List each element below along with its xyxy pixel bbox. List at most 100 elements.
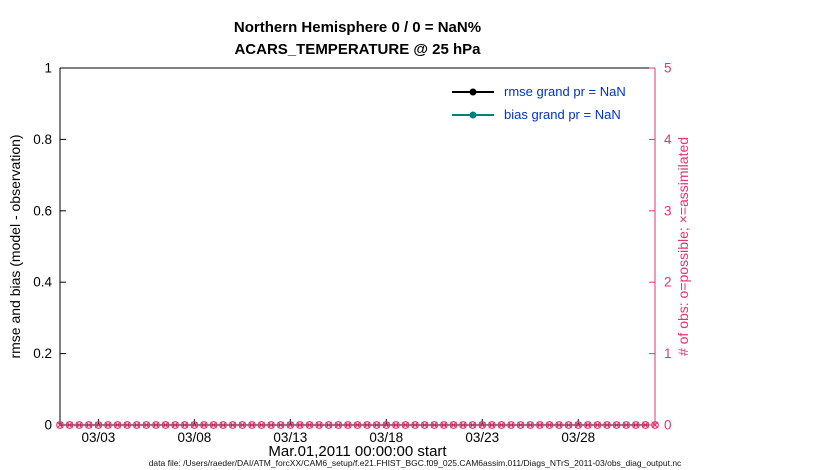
- obs-assimilated-marker: [526, 421, 534, 429]
- obs-assimilated-marker: [258, 421, 265, 429]
- obs-assimilated-marker: [85, 421, 93, 429]
- obs-possible-marker: [56, 421, 64, 429]
- obs-possible-marker: [401, 421, 410, 429]
- obs-possible-marker: [200, 421, 208, 429]
- obs-assimilated-marker: [392, 421, 400, 429]
- obs-assimilated-marker: [478, 421, 486, 429]
- obs-possible-marker: [593, 421, 602, 429]
- obs-possible-marker: [478, 421, 487, 429]
- obs-possible-marker: [392, 421, 400, 429]
- obs-possible-marker: [123, 421, 132, 429]
- obs-assimilated-marker: [402, 421, 409, 429]
- obs-possible-marker: [440, 421, 448, 429]
- obs-possible-marker: [459, 421, 467, 429]
- x-tick-label: 03/08: [177, 430, 211, 445]
- obs-possible-marker: [382, 421, 391, 429]
- obs-possible-marker: [113, 421, 122, 429]
- obs-assimilated-marker: [574, 421, 582, 429]
- left-tick-label: 0.6: [33, 203, 52, 218]
- obs-assimilated-marker: [104, 421, 112, 429]
- obs-possible-marker: [555, 421, 563, 429]
- obs-assimilated-marker: [373, 421, 381, 429]
- right-axis-title: # of obs: o=possible; ×=assimilated: [675, 137, 691, 356]
- obs-assimilated-marker: [641, 421, 649, 429]
- obs-assimilated-marker: [382, 421, 390, 429]
- obs-assimilated-marker: [66, 421, 74, 429]
- obs-assimilated-marker: [219, 421, 227, 429]
- obs-possible-marker: [411, 421, 419, 429]
- obs-assimilated-marker: [238, 421, 246, 429]
- obs-possible-marker: [104, 421, 112, 429]
- obs-possible-marker: [315, 421, 323, 429]
- obs-possible-marker: [228, 421, 237, 429]
- obs-assimilated-marker: [210, 421, 217, 429]
- obs-assimilated-marker: [411, 421, 419, 429]
- obs-possible-marker: [286, 421, 295, 429]
- obs-possible-marker: [84, 421, 93, 429]
- obs-assimilated-marker: [315, 421, 323, 429]
- obs-possible-marker: [344, 421, 352, 429]
- legend-item-bias: bias grand pr = NaN: [452, 103, 626, 126]
- obs-possible-marker: [363, 421, 371, 429]
- obs-assimilated-marker: [488, 421, 496, 429]
- obs-assimilated-marker: [286, 421, 294, 429]
- obs-assimilated-marker: [440, 421, 448, 429]
- obs-assimilated-marker: [498, 421, 505, 429]
- obs-assimilated-marker: [152, 421, 160, 429]
- obs-assimilated-marker: [517, 421, 525, 429]
- obs-possible-marker: [468, 421, 477, 429]
- obs-possible-marker: [257, 421, 266, 429]
- left-tick-label: 1: [44, 61, 52, 76]
- right-tick-label: 1: [664, 346, 672, 361]
- x-axis-title: Mar.01,2011 00:00:00 start: [268, 443, 447, 460]
- obs-possible-marker: [430, 421, 439, 429]
- obs-assimilated-marker: [603, 421, 611, 429]
- obs-assimilated-marker: [325, 421, 333, 429]
- obs-possible-marker: [238, 421, 247, 429]
- obs-assimilated-marker: [277, 421, 285, 429]
- obs-assimilated-marker: [248, 421, 256, 429]
- obs-assimilated-marker: [123, 421, 131, 429]
- chart-title-line2: ACARS_TEMPERATURE @ 25 hPa: [234, 41, 481, 58]
- obs-possible-marker: [161, 421, 170, 429]
- legend: rmse grand pr = NaN bias grand pr = NaN: [452, 80, 626, 126]
- obs-assimilated-marker: [200, 421, 208, 429]
- obs-assimilated-marker: [632, 421, 640, 429]
- right-tick-label: 3: [664, 203, 672, 218]
- obs-assimilated-marker: [555, 421, 563, 429]
- obs-possible-marker: [132, 421, 141, 429]
- obs-possible-marker: [65, 421, 74, 429]
- left-axis-title: rmse and bias (model - observation): [7, 134, 23, 358]
- bias-dot-icon: [469, 111, 477, 118]
- obs-assimilated-marker: [507, 421, 515, 429]
- obs-assimilated-marker: [354, 421, 361, 429]
- obs-possible-marker: [564, 421, 573, 429]
- obs-possible-marker: [372, 421, 381, 429]
- obs-possible-marker: [180, 421, 189, 429]
- rmse-line-marker: [452, 88, 494, 95]
- obs-possible-marker: [353, 421, 362, 429]
- x-tick-label: 03/23: [465, 430, 499, 445]
- obs-assimilated-marker: [651, 421, 659, 429]
- obs-possible-marker: [574, 421, 583, 429]
- obs-possible-marker: [94, 421, 103, 429]
- obs-assimilated-marker: [229, 421, 237, 429]
- chart-title-line1: Northern Hemisphere 0 / 0 = NaN%: [233, 19, 482, 36]
- obs-possible-marker: [75, 421, 84, 429]
- obs-assimilated-marker: [56, 421, 64, 429]
- obs-possible-marker: [190, 421, 199, 429]
- obs-assimilated-marker: [469, 421, 477, 429]
- obs-possible-marker: [171, 421, 180, 429]
- obs-assimilated-marker: [430, 421, 438, 429]
- obs-assimilated-marker: [546, 421, 553, 429]
- obs-assimilated-marker: [334, 421, 342, 429]
- obs-possible-marker: [641, 421, 650, 429]
- obs-assimilated-marker: [75, 421, 83, 429]
- obs-assimilated-marker: [181, 421, 189, 429]
- right-tick-label: 5: [664, 61, 672, 76]
- x-tick-label: 03/13: [273, 430, 307, 445]
- obs-assimilated-marker: [344, 421, 352, 429]
- left-tick-label: 0.2: [33, 346, 52, 361]
